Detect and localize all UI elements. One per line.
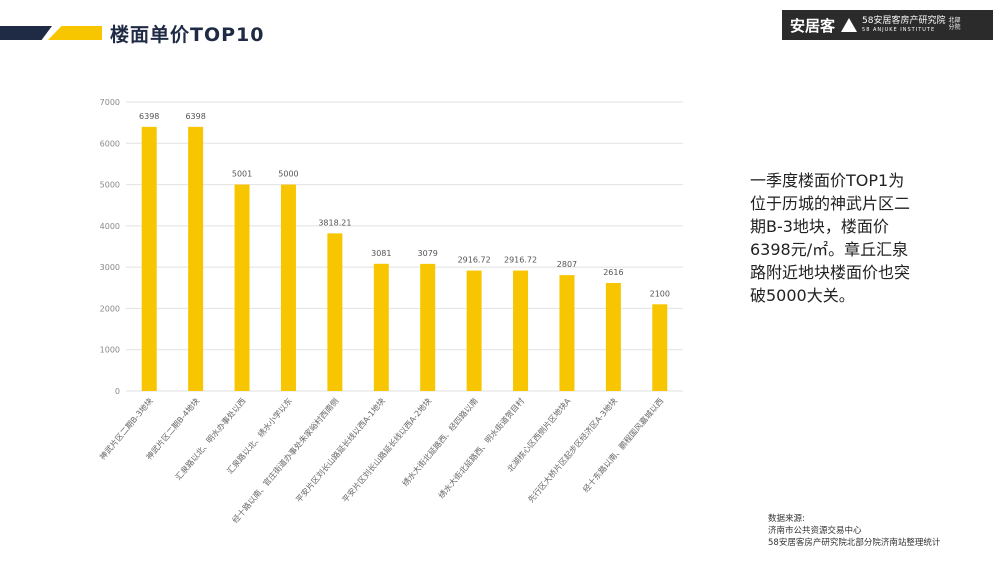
data-source: 数据来源: 济南市公共资源交易中心 58安居客房产研究院北部分院济南站整理统计: [768, 513, 940, 549]
category-label: 先行区大桥片区起步区经济区A-3地块: [526, 396, 619, 505]
data-label: 6398: [185, 112, 205, 121]
bar: [605, 282, 621, 391]
bar: [373, 263, 389, 391]
bar: [420, 263, 436, 391]
bar: [188, 126, 204, 391]
bar: [280, 184, 296, 391]
summary-text: 一季度楼面价TOP1为位于历城的神武片区二期B-3地块，楼面价6398元/㎡。章…: [750, 171, 911, 305]
header-band-navy: [0, 26, 52, 40]
y-tick-label: 7000: [100, 98, 120, 107]
header-band-yellow: [48, 26, 102, 40]
category-label: 绣水大街北延路西、明水街道贺目村: [436, 396, 526, 500]
data-label: 2807: [557, 260, 577, 269]
bar: [652, 304, 668, 391]
bar: [559, 275, 575, 391]
category-label: 经十东路以南、鹏程国风嘉城以西: [581, 396, 666, 494]
data-label: 6398: [139, 112, 159, 121]
data-label: 2100: [650, 289, 670, 298]
data-label: 3818.21: [318, 218, 351, 227]
bar: [141, 126, 157, 391]
logo-brand-text: 安居客: [790, 16, 836, 35]
source-line-2: 58安居客房产研究院北部分院济南站整理统计: [768, 538, 941, 548]
y-tick-label: 5000: [100, 181, 120, 190]
category-label: 平安片区刘长山路延长线以西A-1地块: [293, 396, 386, 505]
logo-institute-en: 58 ANJUKE INSTITUTE: [862, 27, 936, 33]
anjuke-triangle-icon: [841, 18, 858, 32]
source-label: 数据来源:: [768, 514, 805, 524]
data-label: 3081: [371, 249, 391, 258]
bar: [327, 233, 343, 391]
y-tick-label: 6000: [100, 139, 120, 148]
source-line-1: 济南市公共资源交易中心: [768, 526, 862, 536]
page-title: 楼面单价TOP10: [110, 24, 265, 46]
y-tick-label: 1000: [100, 346, 120, 355]
data-label: 2916.72: [458, 256, 491, 265]
data-label: 2916.72: [504, 256, 537, 265]
y-tick-label: 4000: [100, 222, 120, 231]
brand-logo: 安居客 58安居客房产研究院 58 ANJUKE INSTITUTE 北部分院: [782, 10, 993, 40]
category-label: 经十路以南、官庄街道办事处朱家峪村西南侧: [230, 396, 341, 525]
data-label: 2616: [603, 268, 623, 277]
bar: [234, 184, 250, 391]
y-tick-label: 2000: [100, 304, 120, 313]
category-label: 绣水大街北延路西、经四路以南: [400, 396, 480, 488]
data-label: 5000: [278, 170, 298, 179]
logo-institute-name: 58安居客房产研究院: [862, 16, 946, 26]
logo-branch: 北部分院: [948, 17, 961, 31]
data-label: 5001: [232, 170, 252, 179]
bar: [513, 270, 529, 391]
y-tick-label: 3000: [100, 263, 120, 272]
logo-institute-block: 58安居客房产研究院 58 ANJUKE INSTITUTE: [862, 17, 945, 33]
data-label: 3079: [418, 249, 438, 258]
category-label: 平安片区刘长山路延长线以西A-2地块: [340, 396, 433, 505]
y-tick-label: 0: [115, 387, 120, 396]
category-label: 神武片区二期B-4地块: [144, 396, 201, 462]
bar: [466, 270, 482, 391]
category-label: 神武片区二期B-3地块: [97, 396, 154, 462]
